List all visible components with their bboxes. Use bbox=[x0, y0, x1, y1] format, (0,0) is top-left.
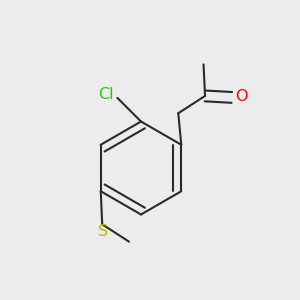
Text: O: O bbox=[235, 89, 248, 104]
Text: Cl: Cl bbox=[98, 87, 114, 102]
Text: S: S bbox=[98, 224, 108, 239]
